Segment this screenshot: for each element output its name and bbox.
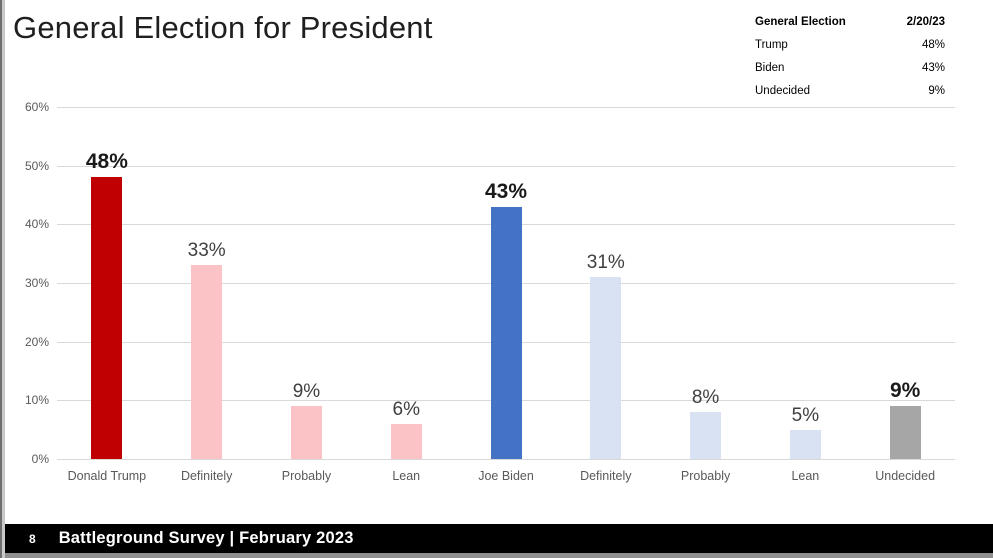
y-axis-tick: 30% xyxy=(24,276,49,290)
bar-donald-trump xyxy=(91,177,123,459)
bar-value-label: 8% xyxy=(691,387,720,409)
bar-joe-biden xyxy=(490,206,522,459)
summary-row-undecided: Undecided 9% xyxy=(755,79,945,102)
bar-probably-trump xyxy=(290,406,322,459)
chart-column-probably-biden: 8% xyxy=(656,107,756,459)
summary-row-label: Trump xyxy=(755,38,788,51)
window-bottom-edge xyxy=(0,553,993,558)
y-axis-tick: 50% xyxy=(24,158,49,173)
summary-header-label: General Election xyxy=(755,15,846,28)
bar-value-label: 31% xyxy=(586,252,625,274)
x-axis-label: Probably xyxy=(680,469,731,483)
bar-value-label: 48% xyxy=(85,150,128,174)
page-title: General Election for President xyxy=(13,10,433,45)
chart-column-definitely-biden: 31% xyxy=(556,107,656,459)
chart-column-joe-biden: 43% xyxy=(456,107,556,459)
summary-row-trump: Trump 48% xyxy=(755,33,945,56)
chart-column-undecided: 9% xyxy=(855,107,955,459)
summary-row-label: Undecided xyxy=(755,84,810,97)
x-axis-label: Donald Trump xyxy=(67,469,147,483)
x-axis-label: Probably xyxy=(281,469,332,483)
bar-value-label: 5% xyxy=(791,404,820,426)
y-axis-tick: 40% xyxy=(24,217,49,232)
footer-text: Battleground Survey | February 2023 xyxy=(58,529,354,547)
chart-column-lean-biden: 5% xyxy=(755,107,855,459)
chart-columns: 48% 33% 9% 6% 43% 31% 8% 5% xyxy=(57,107,955,459)
bar-value-label: 9% xyxy=(292,381,321,403)
y-axis-tick: 0% xyxy=(31,452,49,466)
gridline xyxy=(57,107,955,108)
y-axis-tick: 10% xyxy=(24,393,49,408)
chart-column-lean-trump: 6% xyxy=(356,107,456,459)
summary-table-header: General Election 2/20/23 xyxy=(755,10,945,33)
x-axis-label: Lean xyxy=(791,469,820,483)
x-axis-label: Definitely xyxy=(580,469,632,483)
bar-definitely-biden xyxy=(590,277,622,459)
x-axis-label: Definitely xyxy=(180,469,233,483)
summary-row-value: 48% xyxy=(921,38,945,51)
window-left-edge xyxy=(0,0,5,558)
x-axis-label: Lean xyxy=(392,469,421,483)
page-number: 8 xyxy=(29,531,36,546)
x-axis-label: Undecided xyxy=(875,469,936,483)
bar-definitely-trump xyxy=(191,265,223,459)
summary-header-date: 2/20/23 xyxy=(906,15,945,28)
summary-table: General Election 2/20/23 Trump 48% Biden… xyxy=(755,10,945,102)
chart-column-definitely-trump: 33% xyxy=(157,107,257,459)
bar-probably-biden xyxy=(690,412,722,459)
bar-lean-trump xyxy=(390,423,422,459)
bar-chart: 48% 33% 9% 6% 43% 31% 8% 5% xyxy=(57,107,955,460)
x-axis-label: Joe Biden xyxy=(478,469,534,483)
bar-value-label: 43% xyxy=(485,179,528,203)
summary-row-value: 43% xyxy=(921,61,945,74)
chart-column-donald-trump: 48% xyxy=(57,107,157,459)
summary-row-biden: Biden 43% xyxy=(755,56,945,79)
chart-column-probably-trump: 9% xyxy=(257,107,357,459)
x-axis: Donald Trump Definitely Probably Lean Jo… xyxy=(57,469,955,483)
bar-value-label: 6% xyxy=(392,398,420,420)
bar-undecided xyxy=(889,406,921,459)
y-axis-tick: 20% xyxy=(24,334,49,349)
y-axis-tick: 60% xyxy=(24,100,49,114)
y-axis: 60% 50% 40% 30% 20% 10% 0% xyxy=(6,100,49,466)
footer-bar: 8 Battleground Survey | February 2023 xyxy=(5,524,993,553)
gridline xyxy=(57,165,955,167)
gridline xyxy=(57,459,955,460)
bar-value-label: 33% xyxy=(187,240,226,262)
bar-value-label: 9% xyxy=(889,379,921,403)
summary-row-value: 9% xyxy=(928,84,945,97)
bar-lean-biden xyxy=(789,429,821,459)
summary-row-label: Biden xyxy=(755,61,785,74)
